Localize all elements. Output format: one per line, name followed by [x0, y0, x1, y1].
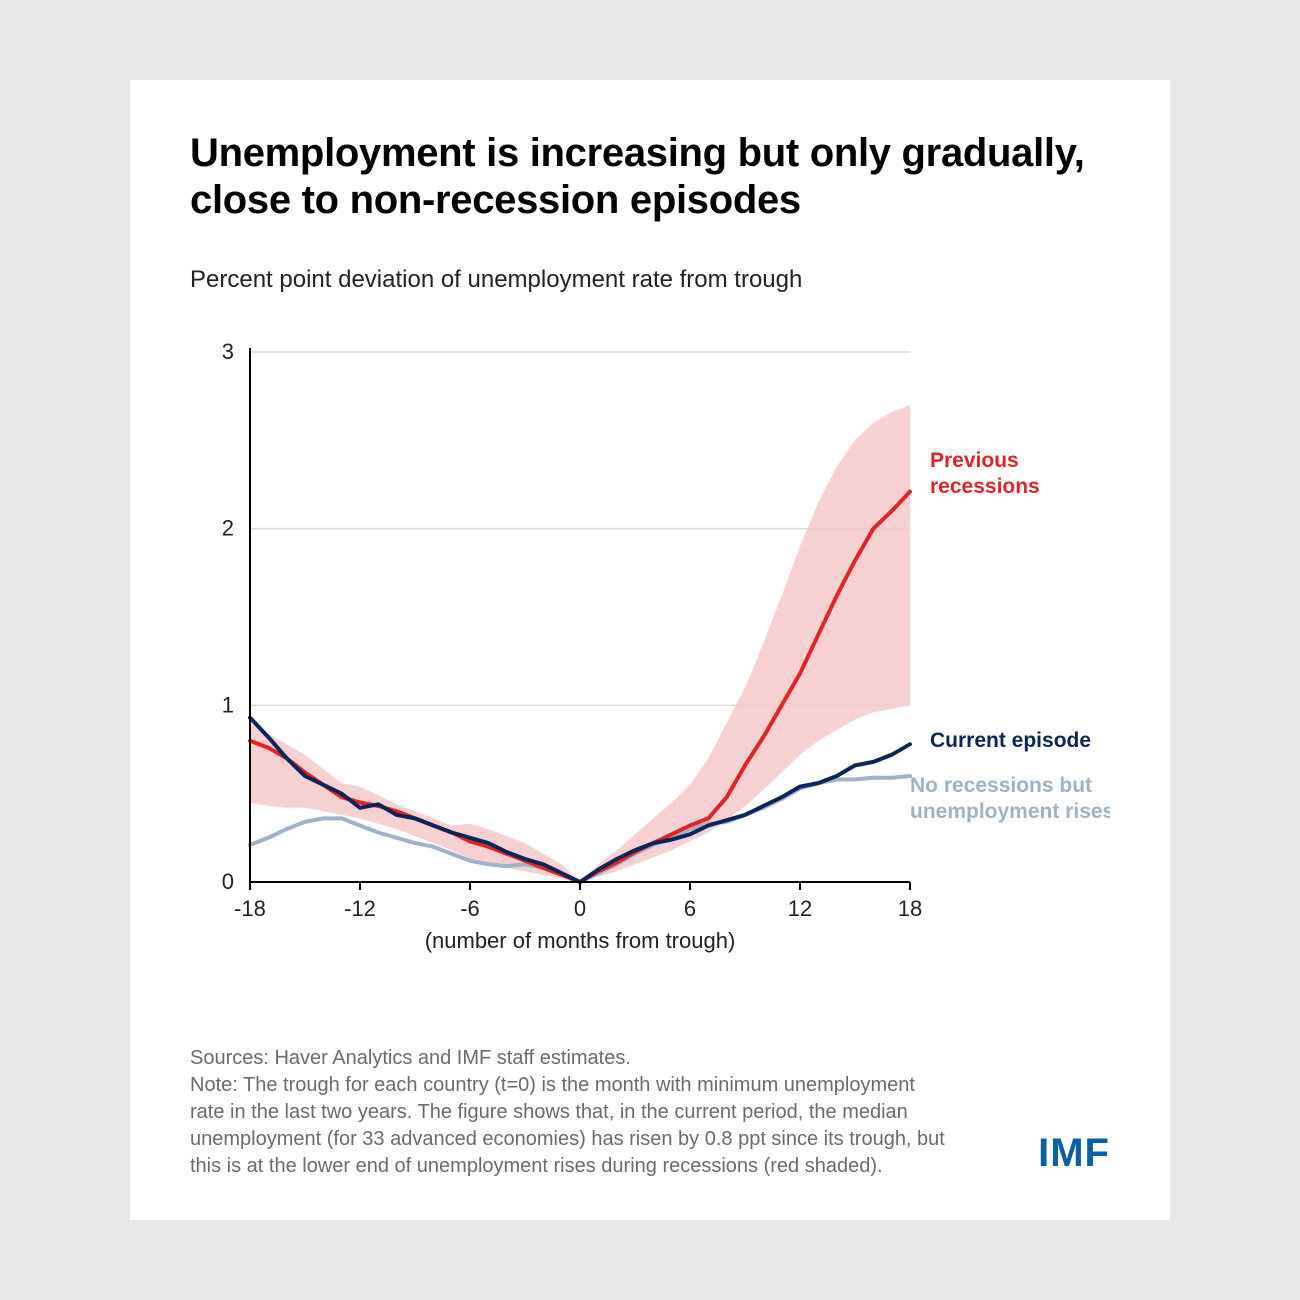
notes-body: Note: The trough for each country (t=0) … [190, 1074, 945, 1177]
svg-text:12: 12 [788, 896, 812, 921]
svg-text:0: 0 [574, 896, 586, 921]
svg-text:3: 3 [222, 339, 234, 364]
chart-notes: Sources: Haver Analytics and IMF staff e… [190, 1045, 950, 1180]
svg-text:No recessions but: No recessions but [910, 774, 1092, 797]
chart-subtitle: Percent point deviation of unemployment … [190, 266, 1110, 294]
chart-footer: Sources: Haver Analytics and IMF staff e… [190, 1045, 1110, 1180]
chart-card: Unemployment is increasing but only grad… [130, 80, 1170, 1220]
svg-text:2: 2 [222, 516, 234, 541]
svg-text:recessions: recessions [930, 475, 1040, 498]
svg-text:Current episode: Current episode [930, 729, 1091, 752]
svg-text:Previous: Previous [930, 449, 1019, 472]
svg-text:-12: -12 [344, 896, 376, 921]
svg-text:unemployment rises: unemployment rises [910, 800, 1110, 823]
svg-text:-6: -6 [460, 896, 480, 921]
svg-text:18: 18 [898, 896, 922, 921]
svg-text:6: 6 [684, 896, 696, 921]
notes-sources: Sources: Haver Analytics and IMF staff e… [190, 1047, 631, 1069]
line-chart-svg: -18-12-60612180123(number of months from… [190, 322, 1110, 962]
chart-area: -18-12-60612180123(number of months from… [190, 322, 1110, 962]
imf-logo: IMF [1038, 1131, 1110, 1176]
svg-text:0: 0 [222, 869, 234, 894]
svg-text:-18: -18 [234, 896, 266, 921]
svg-text:1: 1 [222, 693, 234, 718]
chart-title: Unemployment is increasing but only grad… [190, 130, 1110, 224]
svg-text:(number of months from trough): (number of months from trough) [425, 928, 736, 953]
